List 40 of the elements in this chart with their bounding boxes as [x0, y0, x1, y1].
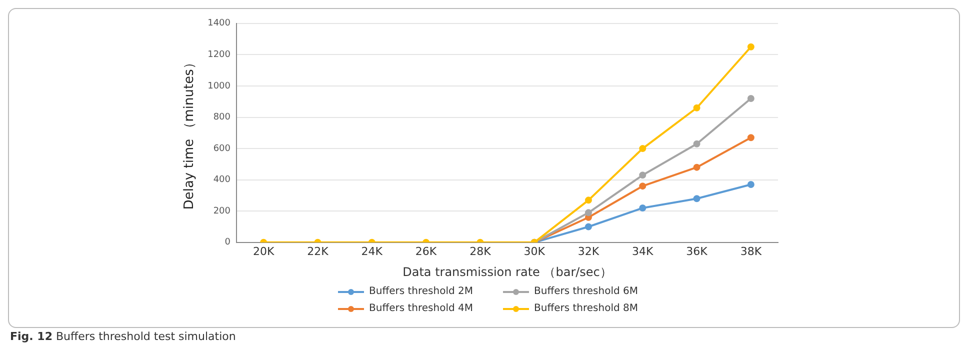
- point: [584, 223, 592, 230]
- legend-label: Buffers threshold 6M: [534, 286, 638, 297]
- x-tick-label: 26K: [415, 244, 438, 258]
- y-tick-label: 1400: [208, 18, 231, 29]
- y-tick-label: 400: [213, 175, 231, 186]
- y-axis-title: Delay time （minutes）: [182, 56, 198, 210]
- point: [693, 195, 700, 202]
- point: [584, 196, 592, 204]
- point: [693, 140, 700, 148]
- y-tick-label: 0: [224, 238, 231, 248]
- point: [747, 43, 754, 50]
- point: [639, 182, 646, 190]
- caption: Fig. 12 Buffers threshold test simulation: [10, 330, 236, 343]
- x-tick-label: 24K: [361, 244, 384, 258]
- x-tick-label: 36K: [686, 244, 708, 258]
- x-tick-label: 38K: [740, 244, 762, 258]
- x-axis-title: Data transmission rate （bar/sec）: [402, 264, 612, 279]
- point: [639, 145, 646, 152]
- x-tick-label: 20K: [252, 244, 275, 258]
- point: [639, 172, 646, 179]
- y-tick-label: 1200: [208, 50, 231, 60]
- y-tick-label: 800: [213, 112, 231, 123]
- x-tick-label: 30K: [524, 244, 546, 258]
- legend-label: Buffers threshold 4M: [369, 303, 474, 314]
- x-tick-label: 28K: [470, 244, 492, 258]
- x-tick-label: 34K: [632, 244, 654, 258]
- point: [693, 164, 700, 171]
- point: [747, 134, 754, 142]
- y-tick-label: 600: [213, 144, 231, 154]
- y-tick-label: 1000: [208, 81, 231, 92]
- x-tick-label: 32K: [578, 244, 600, 258]
- point: [693, 104, 700, 112]
- point: [584, 209, 592, 216]
- point: [639, 204, 646, 212]
- legend-label: Buffers threshold 8M: [534, 303, 638, 314]
- point: [747, 94, 754, 102]
- y-tick-label: 200: [213, 206, 231, 216]
- point: [747, 181, 754, 188]
- x-tick-label: 22K: [307, 244, 330, 258]
- legend-label: Buffers threshold 2M: [369, 286, 474, 297]
